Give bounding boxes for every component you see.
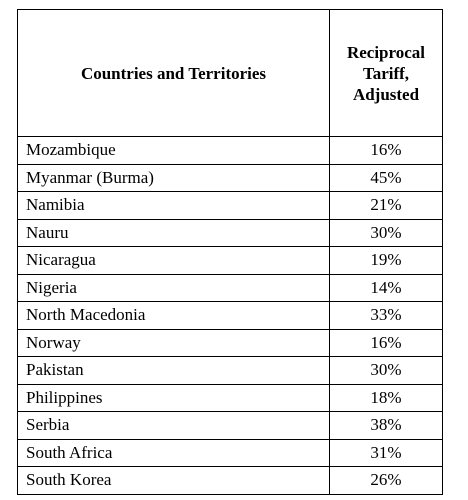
tariff-cell: 16% bbox=[329, 328, 443, 357]
table-row: Myanmar (Burma) 45% bbox=[17, 163, 443, 192]
country-cell: Mozambique bbox=[17, 136, 330, 165]
country-cell: Pakistan bbox=[17, 356, 330, 385]
table-row: South Korea 26% bbox=[17, 466, 443, 495]
tariff-cell: 16% bbox=[329, 136, 443, 165]
tariff-cell: 19% bbox=[329, 246, 443, 275]
table-row: Pakistan 30% bbox=[17, 356, 443, 385]
tariff-cell: 30% bbox=[329, 356, 443, 385]
tariff-cell: 21% bbox=[329, 191, 443, 220]
table-row: South Africa 31% bbox=[17, 438, 443, 467]
table-row: Norway 16% bbox=[17, 328, 443, 357]
header-tariff-line: Reciprocal bbox=[346, 42, 426, 62]
country-cell: Namibia bbox=[17, 191, 330, 220]
country-cell: Nauru bbox=[17, 218, 330, 247]
table-row: Serbia 38% bbox=[17, 411, 443, 440]
table-body: Mozambique 16% Myanmar (Burma) 45% Namibia 21… bbox=[17, 136, 443, 495]
country-cell: North Macedonia bbox=[17, 301, 330, 330]
tariff-cell: 18% bbox=[329, 383, 443, 412]
country-cell: South Africa bbox=[17, 438, 330, 467]
table-row: Mozambique 16% bbox=[17, 136, 443, 165]
tariff-cell: 33% bbox=[329, 301, 443, 330]
table-row: Namibia 21% bbox=[17, 191, 443, 220]
tariff-cell: 26% bbox=[329, 466, 443, 495]
header-countries-and-territories: Countries and Territories bbox=[17, 9, 330, 137]
country-cell: Nicaragua bbox=[17, 246, 330, 275]
tariff-cell: 38% bbox=[329, 411, 443, 440]
table-row: Nicaragua 19% bbox=[17, 246, 443, 275]
header-reciprocal-tariff-adjusted: Reciprocal Tariff, Adjusted bbox=[329, 9, 443, 137]
table-row: Nauru 30% bbox=[17, 218, 443, 247]
table-row: Nigeria 14% bbox=[17, 273, 443, 302]
header-tariff-line: Adjusted bbox=[352, 84, 420, 104]
table-row: Philippines 18% bbox=[17, 383, 443, 412]
table-row: North Macedonia 33% bbox=[17, 301, 443, 330]
tariff-cell: 45% bbox=[329, 163, 443, 192]
country-cell: Nigeria bbox=[17, 273, 330, 302]
tariff-cell: 30% bbox=[329, 218, 443, 247]
country-cell: Philippines bbox=[17, 383, 330, 412]
country-cell: South Korea bbox=[17, 466, 330, 495]
table-header-row: Countries and Territories Reciprocal Tar… bbox=[17, 9, 443, 137]
tariff-table: Countries and Territories Reciprocal Tar… bbox=[17, 9, 443, 495]
header-tariff-line: Tariff, bbox=[362, 63, 410, 83]
country-cell: Serbia bbox=[17, 411, 330, 440]
tariff-cell: 31% bbox=[329, 438, 443, 467]
country-cell: Myanmar (Burma) bbox=[17, 163, 330, 192]
country-cell: Norway bbox=[17, 328, 330, 357]
tariff-cell: 14% bbox=[329, 273, 443, 302]
